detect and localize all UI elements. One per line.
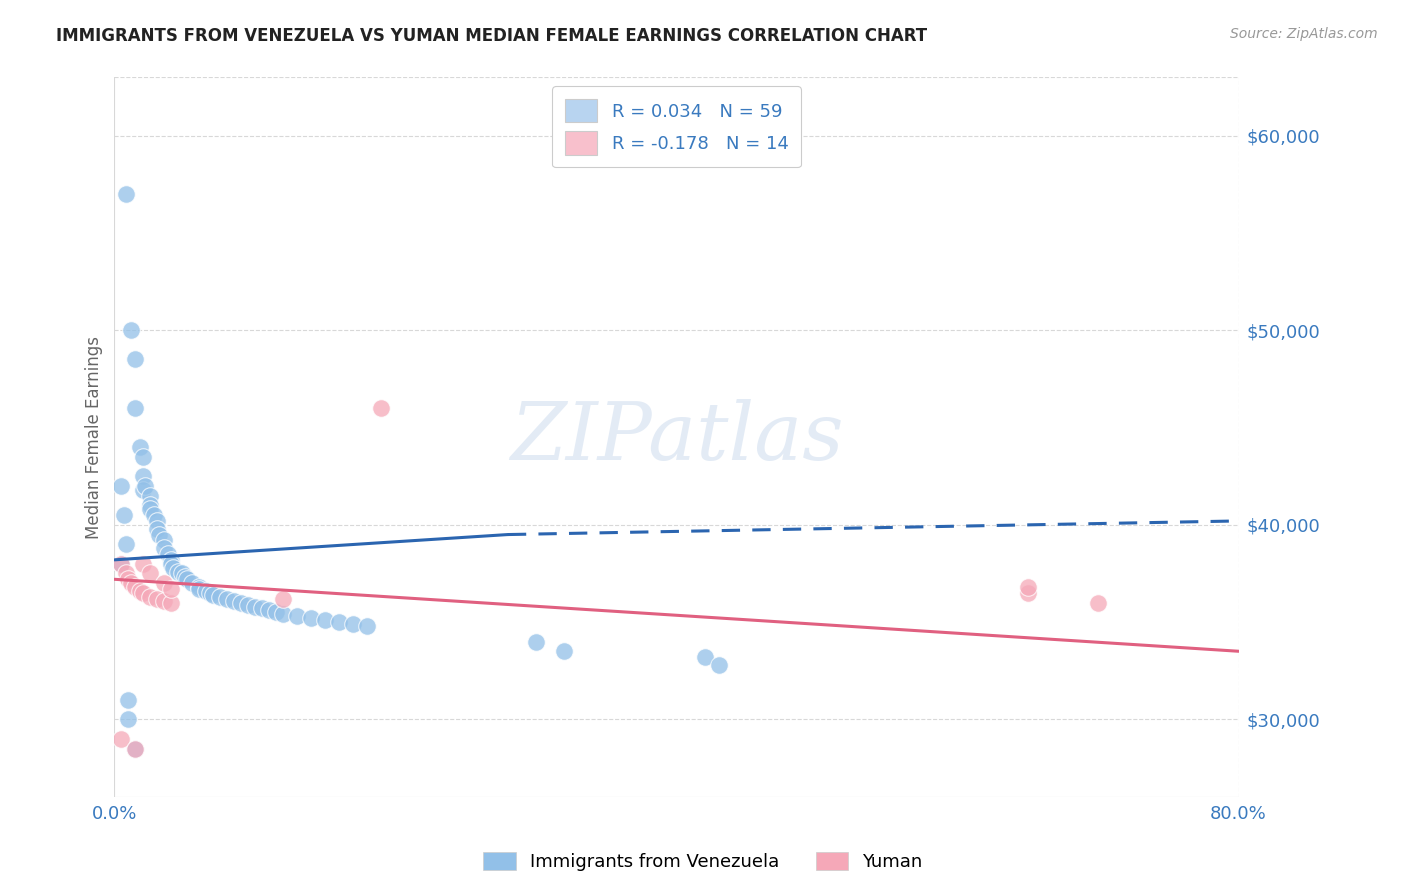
Point [131,450,153,464]
Point [145,591,167,606]
Point [138,489,160,503]
Point [124,580,146,594]
Point [142,508,165,522]
Point [243,599,266,614]
Point [187,582,209,596]
Point [314,613,336,627]
Point [124,741,146,756]
Legend: R = 0.034   N = 59, R = -0.178   N = 14: R = 0.034 N = 59, R = -0.178 N = 14 [553,87,801,167]
Legend: Immigrants from Venezuela, Yuman: Immigrants from Venezuela, Yuman [477,845,929,879]
Point [131,469,153,483]
Point [222,593,245,607]
Point [1087,596,1109,610]
Point [124,352,146,367]
Point [198,586,221,600]
Point [145,514,167,528]
Point [114,187,136,202]
Point [170,566,193,581]
Point [156,547,179,561]
Point [110,557,132,571]
Point [524,634,547,648]
Point [208,590,231,604]
Point [187,580,209,594]
Point [1017,580,1039,594]
Text: Source: ZipAtlas.com: Source: ZipAtlas.com [1230,27,1378,41]
Point [110,731,132,746]
Point [145,522,167,536]
Point [152,533,174,548]
Y-axis label: Median Female Earnings: Median Female Earnings [86,335,103,539]
Point [131,557,153,571]
Point [356,619,378,633]
Point [299,611,322,625]
Point [124,741,146,756]
Point [264,605,287,619]
Point [120,576,142,591]
Point [159,553,181,567]
Point [342,617,364,632]
Point [152,593,174,607]
Point [370,401,392,416]
Point [201,588,224,602]
Point [110,479,132,493]
Point [176,572,198,586]
Point [134,479,156,493]
Point [180,576,202,591]
Point [124,401,146,416]
Point [166,565,188,579]
Point [138,499,160,513]
Point [117,712,139,726]
Point [194,584,217,599]
Point [138,502,160,516]
Text: ZIPatlas: ZIPatlas [510,399,844,476]
Point [707,657,730,672]
Point [162,560,184,574]
Point [131,586,153,600]
Point [328,615,350,629]
Point [271,607,294,622]
Point [215,591,238,606]
Point [693,650,716,665]
Point [236,598,259,612]
Point [271,591,294,606]
Point [152,541,174,556]
Point [173,570,195,584]
Point [114,566,136,581]
Point [285,609,308,624]
Point [114,537,136,551]
Point [229,596,252,610]
Point [159,582,181,596]
Point [257,603,280,617]
Point [1017,586,1039,600]
Point [117,693,139,707]
Point [138,590,160,604]
Point [152,576,174,591]
Point [131,483,153,497]
Point [112,508,135,522]
Point [120,323,142,337]
Point [128,440,150,454]
Point [138,566,160,581]
Point [148,527,170,541]
Point [128,584,150,599]
Point [159,596,181,610]
Text: IMMIGRANTS FROM VENEZUELA VS YUMAN MEDIAN FEMALE EARNINGS CORRELATION CHART: IMMIGRANTS FROM VENEZUELA VS YUMAN MEDIA… [56,27,928,45]
Point [117,572,139,586]
Point [553,644,575,658]
Point [110,557,132,571]
Point [250,601,273,615]
Point [159,557,181,571]
